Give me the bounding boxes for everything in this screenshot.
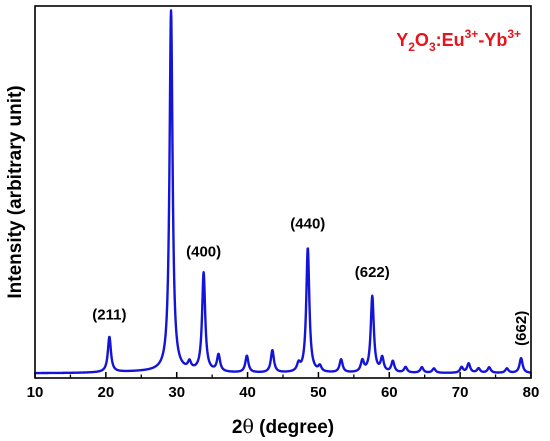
x-tick-label: 50: [310, 384, 327, 401]
x-tick-label: 30: [168, 384, 185, 401]
x-tick-label: 70: [452, 384, 469, 401]
series-line: [34, 9, 532, 375]
legend-compound: Y2O3:Eu3+-Yb3+: [396, 27, 521, 54]
peak-annotation: (662): [513, 311, 530, 346]
peak-annotation: (400): [186, 243, 221, 260]
x-tick-label: 40: [239, 384, 256, 401]
peak-annotation: (211): [92, 307, 126, 324]
y-axis-title: Intensity (arbitrary unit): [5, 85, 26, 298]
x-tick-label: 80: [523, 384, 540, 401]
x-tick-label: 60: [381, 384, 398, 401]
peak-annotation: (622): [355, 264, 390, 281]
x-tick-label: 20: [98, 384, 115, 401]
peak-annotation: (440): [290, 216, 325, 233]
x-axis-title: 2θ (degree): [232, 416, 334, 438]
x-tick-label: 10: [27, 384, 44, 401]
